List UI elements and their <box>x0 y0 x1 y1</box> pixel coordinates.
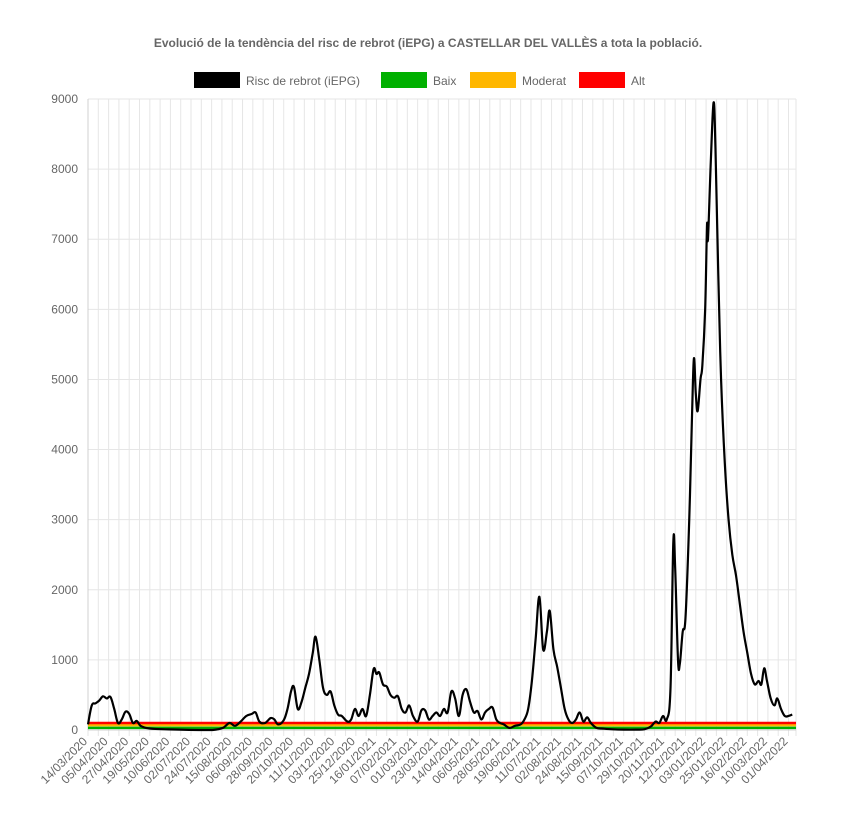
grid <box>87 98 797 736</box>
legend-item[interactable]: Alt <box>579 72 646 88</box>
y-tick-label: 9000 <box>51 92 78 106</box>
y-tick-label: 8000 <box>51 162 78 176</box>
legend-swatch <box>194 72 240 88</box>
y-tick-label: 7000 <box>51 232 78 246</box>
legend-label: Baix <box>433 74 456 88</box>
legend-swatch <box>381 72 427 88</box>
legend-swatch <box>579 72 625 88</box>
y-tick-label: 0 <box>71 723 78 737</box>
series-risc-de-rebrot-line <box>86 101 793 732</box>
legend-label: Risc de rebrot (iEPG) <box>246 74 360 88</box>
series-lines <box>86 101 796 732</box>
y-axis-ticks: 0 1000 2000 3000 4000 5000 6000 7000 8000 9000 <box>51 92 78 737</box>
legend-swatch <box>470 72 516 88</box>
legend-item[interactable]: Baix <box>381 72 456 88</box>
y-tick-label: 6000 <box>51 302 78 316</box>
y-tick-label: 4000 <box>51 443 78 457</box>
legend-item[interactable]: Moderat <box>470 72 567 88</box>
y-tick-label: 1000 <box>51 653 78 667</box>
y-tick-label: 2000 <box>51 583 78 597</box>
y-tick-label: 5000 <box>51 372 78 386</box>
legend-label: Moderat <box>522 74 567 88</box>
chart-title: Evolució de la tendència del risc de reb… <box>154 35 702 50</box>
y-tick-label: 3000 <box>51 513 78 527</box>
legend-item[interactable]: Risc de rebrot (iEPG) <box>194 72 360 88</box>
legend: Risc de rebrot (iEPG) Baix Moderat Alt <box>194 72 646 88</box>
legend-label: Alt <box>631 74 646 88</box>
x-axis-ticks: 14/03/202005/04/202027/04/202019/05/2020… <box>38 734 791 787</box>
